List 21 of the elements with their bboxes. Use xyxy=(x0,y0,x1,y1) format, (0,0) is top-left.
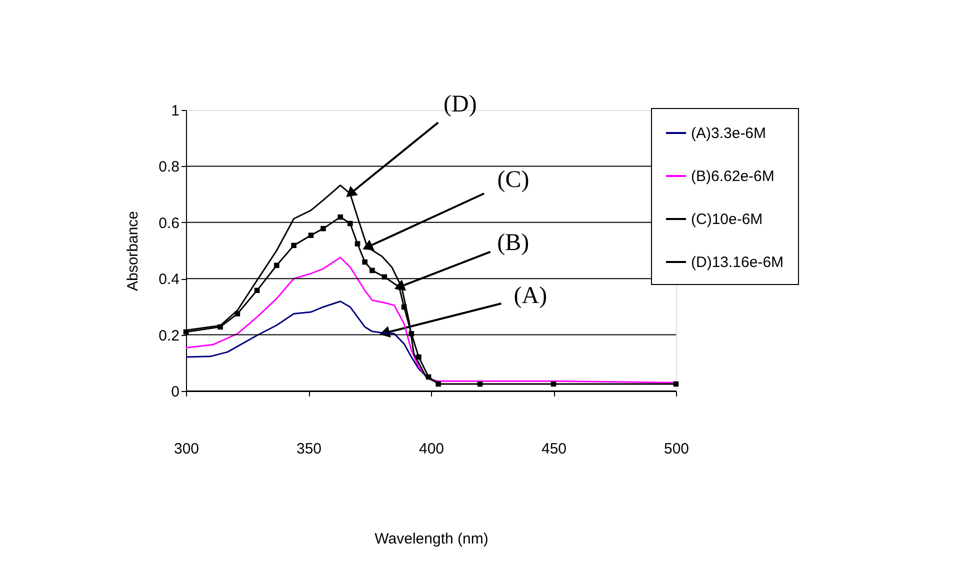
annotation: (A) xyxy=(514,283,548,310)
x-tick-label: 300 xyxy=(174,440,200,458)
x-tick-label: 350 xyxy=(296,440,322,458)
legend-label: (B)6.62e-6M xyxy=(691,168,774,185)
y-tick-label: 0.8 xyxy=(158,158,180,176)
annotation: (D) xyxy=(443,92,477,118)
annotation: (C) xyxy=(497,167,530,194)
legend-label: (C)10e-6M xyxy=(691,211,763,228)
annotation: (B) xyxy=(497,230,530,256)
x-tick-label: 400 xyxy=(418,440,444,458)
legend-label: (D)13.16e-6M xyxy=(691,254,784,271)
y-tick-label: 0.4 xyxy=(158,271,180,288)
y-tick-label: 0 xyxy=(171,384,180,400)
x-tick-label: 450 xyxy=(541,440,567,458)
y-tick-label: 0.6 xyxy=(158,214,180,232)
y-tick-label: 1 xyxy=(171,102,180,120)
x-axis-title: Wavelength (nm) xyxy=(374,530,488,548)
x-tick-label: 500 xyxy=(664,440,690,458)
y-axis-title: Absorbance xyxy=(124,210,142,292)
y-tick-label: 0.2 xyxy=(158,327,180,344)
legend-label: (A)3.3e-6M xyxy=(691,125,766,142)
